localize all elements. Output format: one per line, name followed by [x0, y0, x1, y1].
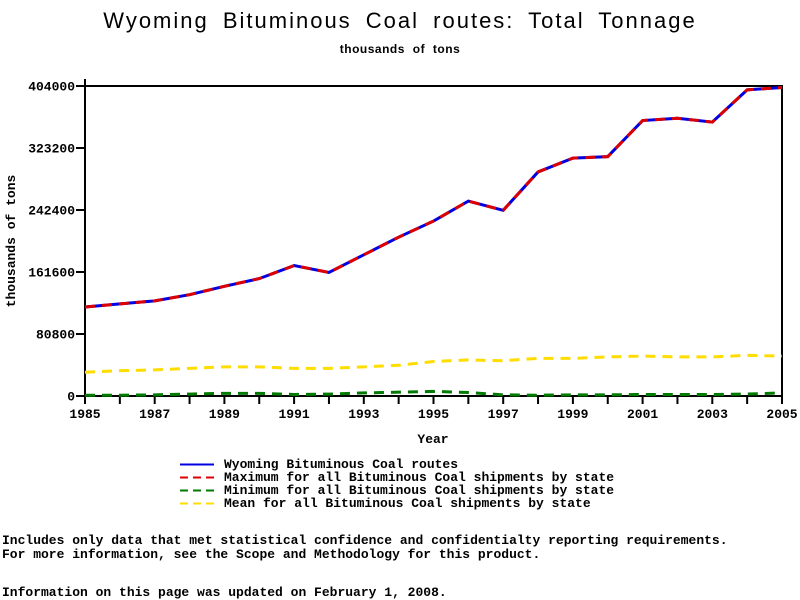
series-line-3	[84, 353, 783, 374]
legend-label: Minimum for all Bituminous Coal shipment…	[224, 483, 615, 498]
series-line-2	[85, 389, 783, 397]
y-axis-title: thousands of tons	[4, 174, 19, 307]
x-axis-title: Year	[417, 432, 448, 447]
chart-title: Wyoming Bituminous Coal routes: Total To…	[103, 8, 697, 33]
legend-item-3: Mean for all Bituminous Coal shipments b…	[180, 497, 614, 510]
legend-swatch-icon	[180, 502, 214, 505]
x-tick-label: 1995	[418, 407, 449, 422]
series-line-0	[84, 86, 783, 309]
footer-note-line-2: For more information, see the Scope and …	[2, 547, 541, 562]
legend-item-1: Maximum for all Bituminous Coal shipment…	[180, 471, 614, 484]
x-tick-label: 2001	[627, 407, 658, 422]
x-tick-label: 2005	[766, 407, 797, 422]
x-tick-label: 1997	[488, 407, 519, 422]
legend-label: Wyoming Bituminous Coal routes	[224, 457, 459, 472]
series-line-1	[84, 86, 783, 309]
y-tick-label: 404000	[28, 80, 75, 95]
y-tick-label: 242400	[28, 204, 75, 219]
y-tick-label: 0	[67, 390, 75, 405]
footer-updated-line: Information on this page was updated on …	[2, 585, 447, 600]
footer-note-line-1: Includes only data that met statistical …	[2, 533, 728, 548]
legend-item-2: Minimum for all Bituminous Coal shipment…	[180, 484, 614, 497]
legend-label: Maximum for all Bituminous Coal shipment…	[224, 470, 615, 485]
y-tick-label: 323200	[28, 142, 75, 157]
legend-label: Mean for all Bituminous Coal shipments b…	[224, 496, 591, 511]
y-tick-label: 161600	[28, 266, 75, 281]
legend-swatch-icon	[180, 489, 214, 492]
legend: Wyoming Bituminous Coal routes Maximum fo…	[180, 458, 614, 510]
legend-item-0: Wyoming Bituminous Coal routes	[180, 458, 614, 471]
x-tick-label: 1987	[139, 407, 170, 422]
x-tick-label: 1985	[69, 407, 100, 422]
x-tick-label: 2003	[697, 407, 728, 422]
y-tick-label: 80800	[36, 328, 75, 343]
x-tick-label: 1999	[557, 407, 588, 422]
line-chart-plot: Year thousands of tons 0 80800 161600 24240…	[4, 79, 798, 447]
legend-swatch-icon	[180, 463, 214, 466]
legend-swatch-icon	[180, 476, 214, 479]
plot-frame	[84, 85, 783, 397]
chart-subtitle: thousands of tons	[339, 42, 461, 56]
x-tick-label: 1993	[348, 407, 379, 422]
x-tick-label: 1991	[278, 407, 309, 422]
x-tick-label: 1989	[209, 407, 240, 422]
